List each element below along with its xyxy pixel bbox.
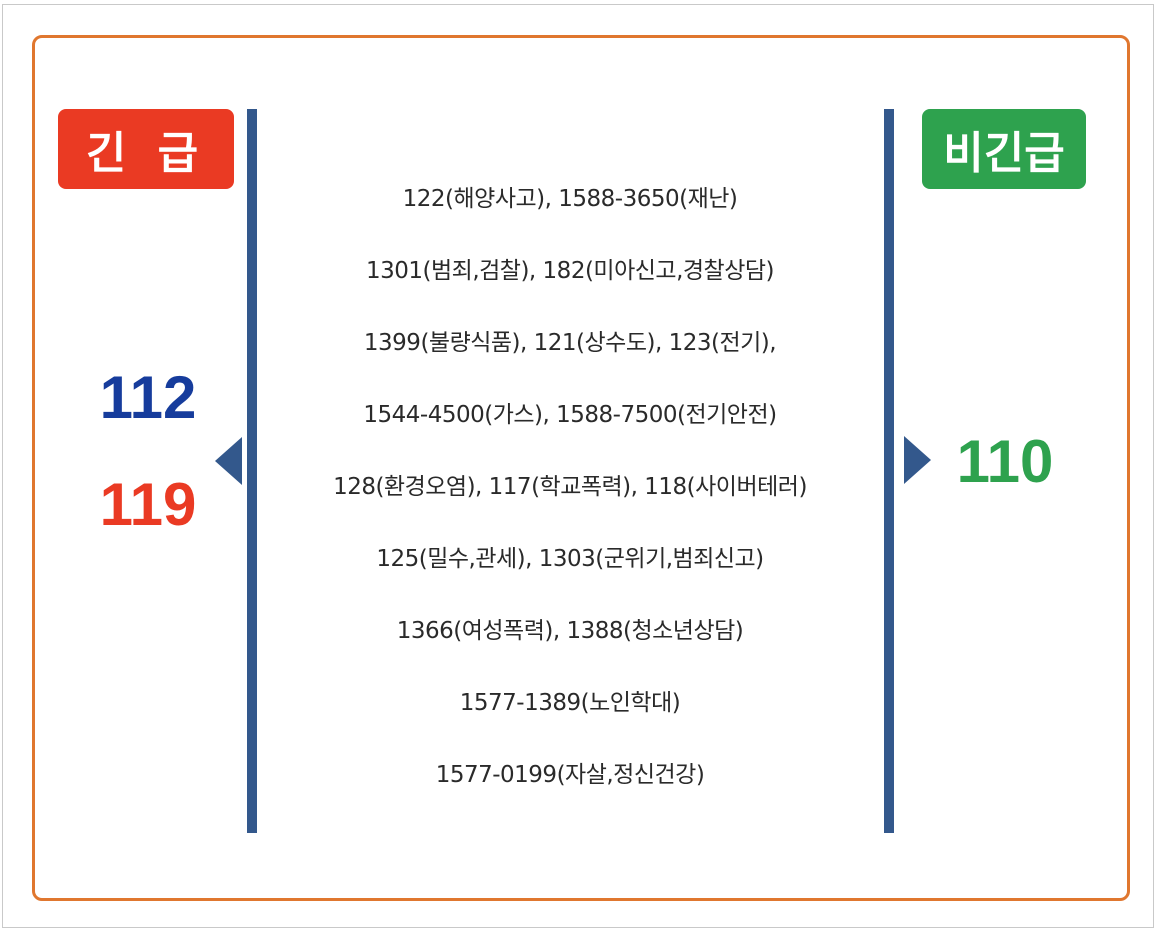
hotline-item: 128(환경오염), 117(학교폭력), 118(사이버테러) — [333, 474, 807, 500]
hotline-item: 1577-0199(자살,정신건강) — [435, 762, 705, 788]
emergency-badge: 긴 급 — [58, 109, 234, 189]
arrow-left-icon — [215, 437, 242, 485]
content-frame — [32, 35, 1130, 901]
hotline-item: 122(해양사고), 1588-3650(재난) — [402, 186, 738, 212]
outer-frame — [2, 4, 1154, 928]
hotline-item: 1544-4500(가스), 1588-7500(전기안전) — [363, 402, 777, 428]
hotline-item: 1301(범죄,검찰), 182(미아신고,경찰상담) — [366, 258, 775, 284]
arrow-right-icon — [904, 436, 931, 484]
left-divider — [247, 109, 257, 833]
fire-number: 119 — [99, 471, 197, 538]
right-divider — [884, 109, 894, 833]
hotline-item: 1366(여성폭력), 1388(청소년상담) — [396, 618, 744, 644]
hotline-item: 125(밀수,관세), 1303(군위기,범죄신고) — [376, 546, 764, 572]
non-emergency-number: 110 — [956, 428, 1054, 495]
hotline-item: 1399(불량식품), 121(상수도), 123(전기), — [363, 330, 777, 356]
non-emergency-badge: 비긴급 — [922, 109, 1086, 189]
police-number: 112 — [99, 364, 197, 431]
hotline-list: 122(해양사고), 1588-3650(재난) 1301(범죄,검찰), 18… — [262, 163, 878, 811]
hotline-item: 1577-1389(노인학대) — [459, 690, 681, 716]
